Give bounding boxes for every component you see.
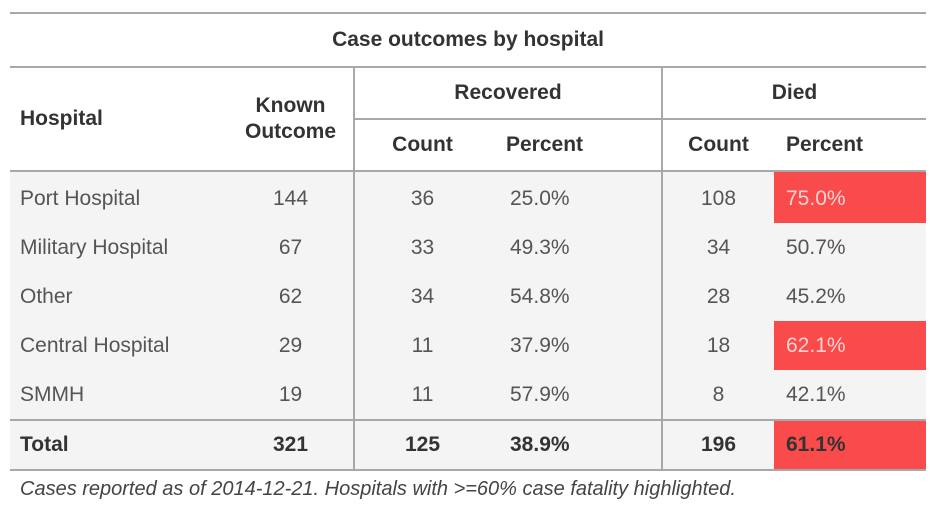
recovered-spanner-header: Recovered: [353, 67, 662, 120]
died-percent-cell-highlighted: 62.1%: [774, 321, 927, 370]
hospital-cell: SMMH: [10, 370, 228, 420]
known-outcome-cell: 29: [228, 321, 354, 370]
table-row: Military Hospital 67 33 49.3% 34 50.7%: [10, 223, 927, 272]
table-row: Other 62 34 54.8% 28 45.2%: [10, 272, 927, 321]
recovered-percent-cell: 25.0%: [490, 171, 662, 223]
recovered-percent-cell: 37.9%: [490, 321, 662, 370]
known-outcome-header-line1: Known: [255, 94, 326, 117]
died-spanner-header: Died: [660, 67, 927, 120]
known-outcome-cell: 19: [228, 370, 354, 420]
died-count-cell: 108: [661, 171, 774, 223]
died-percent-cell-highlighted: 75.0%: [774, 171, 927, 223]
table-row: Central Hospital 29 11 37.9% 18 62.1%: [10, 321, 927, 370]
died-percent-header: Percent: [774, 119, 927, 172]
total-died-count-cell: 196: [661, 419, 774, 471]
total-label-cell: Total: [10, 419, 228, 471]
hospital-cell: Military Hospital: [10, 223, 228, 272]
known-outcome-cell: 67: [228, 223, 354, 272]
died-percent-cell: 50.7%: [774, 223, 927, 272]
recovered-count-cell: 36: [353, 171, 490, 223]
table-row: SMMH 19 11 57.9% 8 42.1%: [10, 370, 927, 420]
recovered-count-cell: 11: [353, 321, 490, 370]
table-row: Port Hospital 144 36 25.0% 108 75.0%: [10, 171, 927, 223]
died-percent-cell: 42.1%: [774, 370, 927, 420]
outcomes-table-container: Case outcomes by hospital Hospital Known…: [10, 12, 927, 471]
known-outcome-column-header: Known Outcome: [228, 67, 354, 172]
table-title: Case outcomes by hospital: [10, 12, 927, 68]
recovered-percent-cell: 57.9%: [490, 370, 662, 420]
total-recovered-count-cell: 125: [353, 419, 490, 471]
known-outcome-cell: 144: [228, 171, 354, 223]
died-count-cell: 8: [661, 370, 774, 420]
recovered-count-cell: 11: [353, 370, 490, 420]
recovered-count-header: Count: [353, 119, 490, 172]
known-outcome-header-line2: Outcome: [244, 120, 336, 143]
died-count-cell: 34: [661, 223, 774, 272]
died-count-cell: 28: [661, 272, 774, 321]
recovered-count-cell: 34: [353, 272, 490, 321]
hospital-cell: Port Hospital: [10, 171, 228, 223]
table-footnote: Cases reported as of 2014-12-21. Hospita…: [20, 478, 736, 500]
recovered-percent-cell: 49.3%: [490, 223, 662, 272]
outcomes-table: Case outcomes by hospital Hospital Known…: [10, 12, 927, 471]
died-count-cell: 18: [661, 321, 774, 370]
total-known-cell: 321: [228, 419, 354, 471]
died-count-header: Count: [661, 119, 774, 172]
hospital-cell: Other: [10, 272, 228, 321]
known-outcome-cell: 62: [228, 272, 354, 321]
total-row: Total 321 125 38.9% 196 61.1%: [10, 419, 927, 471]
recovered-count-cell: 33: [353, 223, 490, 272]
hospital-cell: Central Hospital: [10, 321, 228, 370]
recovered-percent-cell: 54.8%: [490, 272, 662, 321]
died-percent-cell: 45.2%: [774, 272, 927, 321]
total-recovered-percent-cell: 38.9%: [490, 419, 662, 471]
hospital-column-header: Hospital: [10, 67, 228, 172]
recovered-percent-header: Percent: [490, 119, 662, 172]
total-died-percent-cell-highlighted: 61.1%: [774, 419, 927, 471]
